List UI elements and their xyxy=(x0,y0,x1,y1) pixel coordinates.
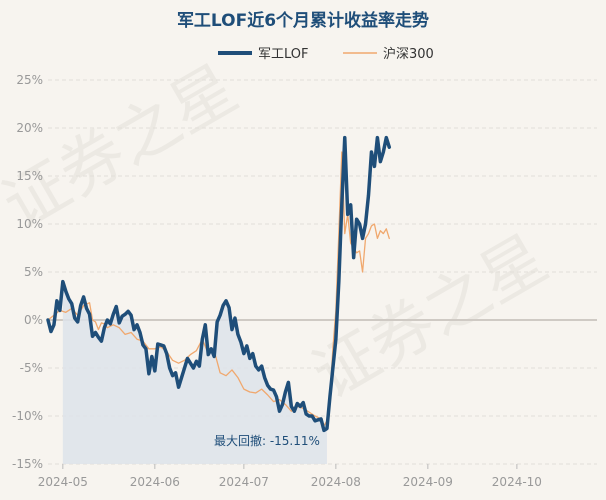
x-tick-label: 2024-07 xyxy=(219,475,269,489)
drawdown-area xyxy=(62,281,327,464)
y-tick-label: 10% xyxy=(16,217,43,231)
drawdown-region xyxy=(62,281,327,464)
y-tick-label: -10% xyxy=(12,409,43,423)
y-tick-label: 15% xyxy=(16,169,43,183)
max-drawdown-label: 最大回撤: -15.11% xyxy=(214,433,320,448)
x-axis: 2024-05 2024-06 2024-07 2024-08 2024-09 2024-… xyxy=(38,464,542,489)
legend-label-series-2: 沪深300 xyxy=(383,46,434,62)
y-tick-label: 5% xyxy=(24,265,43,279)
y-tick-label: -15% xyxy=(12,457,43,471)
y-axis: -15% -10% -5% 0% 5% 10% 15% 20% 25% xyxy=(12,73,43,471)
series-line-1 xyxy=(46,135,392,433)
x-tick-label: 2024-09 xyxy=(403,475,453,489)
legend-label-series-1: 军工LOF xyxy=(258,47,309,62)
x-tick-label: 2024-05 xyxy=(38,475,88,489)
legend: 军工LOF 沪深300 xyxy=(218,46,434,62)
series-lines xyxy=(46,135,392,433)
y-tick-label: 0% xyxy=(24,313,43,327)
y-tick-label: 20% xyxy=(16,121,43,135)
chart-title: 军工LOF近6个月累计收益率走势 xyxy=(177,10,429,31)
y-tick-label: 25% xyxy=(16,73,43,87)
x-tick-label: 2024-08 xyxy=(311,475,361,489)
x-tick-label: 2024-06 xyxy=(130,475,180,489)
x-tick-label: 2024-10 xyxy=(492,475,542,489)
y-tick-label: -5% xyxy=(20,361,43,375)
